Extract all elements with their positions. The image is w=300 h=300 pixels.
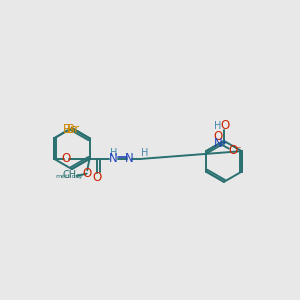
Text: +: +: [220, 137, 227, 146]
Text: O: O: [228, 144, 237, 157]
Text: CH₃: CH₃: [63, 170, 81, 180]
Text: O: O: [213, 130, 223, 143]
Text: N: N: [109, 152, 118, 165]
Text: H: H: [214, 121, 221, 131]
Text: O: O: [61, 152, 70, 165]
Text: N: N: [214, 137, 222, 150]
Text: N: N: [125, 152, 134, 165]
Text: Br: Br: [67, 123, 80, 136]
Text: O: O: [93, 171, 102, 184]
Text: H: H: [110, 148, 117, 158]
Text: methoxy: methoxy: [56, 174, 83, 179]
Text: ⁻: ⁻: [235, 146, 241, 156]
Text: Br: Br: [63, 123, 76, 136]
Text: O: O: [221, 119, 230, 132]
Text: H: H: [140, 148, 148, 158]
Text: O: O: [82, 167, 91, 180]
